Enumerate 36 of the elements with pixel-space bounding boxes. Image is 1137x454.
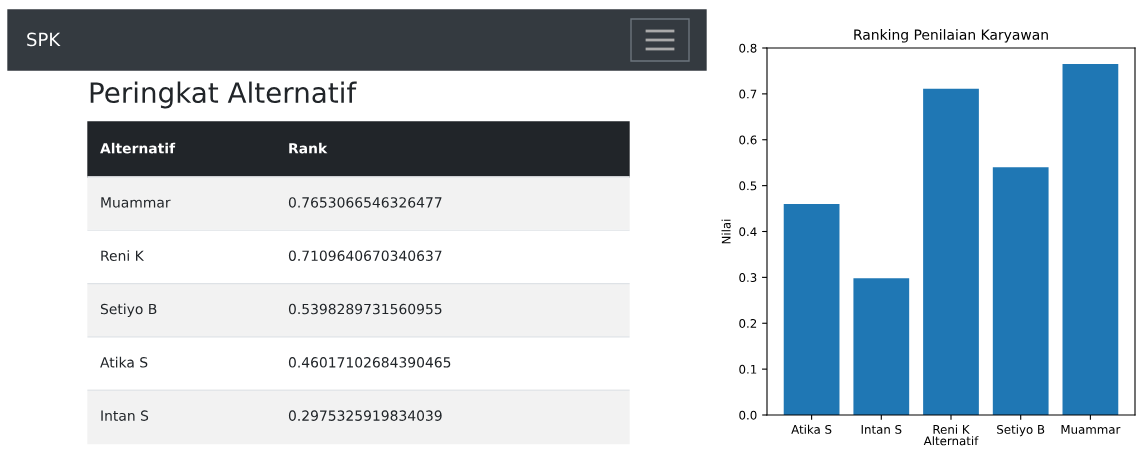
chart-title: Ranking Penilaian Karyawan	[854, 29, 1048, 43]
bar	[992, 167, 1049, 415]
category-label: Muammar	[101, 197, 171, 208]
x-tick-label: Intan S	[861, 424, 902, 434]
x-tick-label: Setiyo B	[997, 424, 1045, 437]
category-label: Atika S	[100, 356, 148, 368]
category-label: Reni K	[101, 250, 145, 261]
y-tick-label: 0.8	[739, 43, 757, 53]
y-tick-label: 0.7	[739, 89, 757, 99]
text: Rank	[289, 142, 328, 154]
text: Alternatif	[100, 142, 176, 154]
text: SPK	[27, 32, 61, 47]
x-tick-label: Muammar	[1061, 425, 1121, 434]
text: Peringkat Alternatif	[90, 81, 357, 109]
y-tick-label: 0.5	[739, 181, 757, 191]
text: 0.46017102684390465	[288, 357, 451, 368]
y-tick-label: 0.4	[739, 227, 757, 237]
bar	[783, 203, 840, 415]
bar	[853, 278, 910, 415]
bar	[1062, 64, 1119, 415]
x-tick-label: Reni K	[933, 424, 970, 434]
y-tick-label: 0.3	[739, 273, 757, 283]
x-axis-title: Alternatif	[923, 436, 979, 446]
y-tick-label: 0.0	[739, 410, 757, 420]
text: 0.2975325919834039	[288, 410, 442, 421]
bar	[923, 88, 979, 415]
text: 0.7109640670340637	[288, 250, 442, 261]
text: 0.5398289731560955	[288, 303, 442, 315]
category-label: Intan S	[101, 410, 149, 421]
y-tick-label: 0.1	[739, 364, 757, 374]
y-tick-label: 0.6	[739, 135, 757, 145]
category-label: Setiyo B	[100, 303, 157, 317]
y-axis-title: Nilai	[721, 219, 731, 244]
y-tick-label: 0.2	[739, 318, 757, 328]
x-tick-label: Atika S	[791, 424, 832, 434]
text: 0.7653066546326477	[288, 197, 442, 208]
